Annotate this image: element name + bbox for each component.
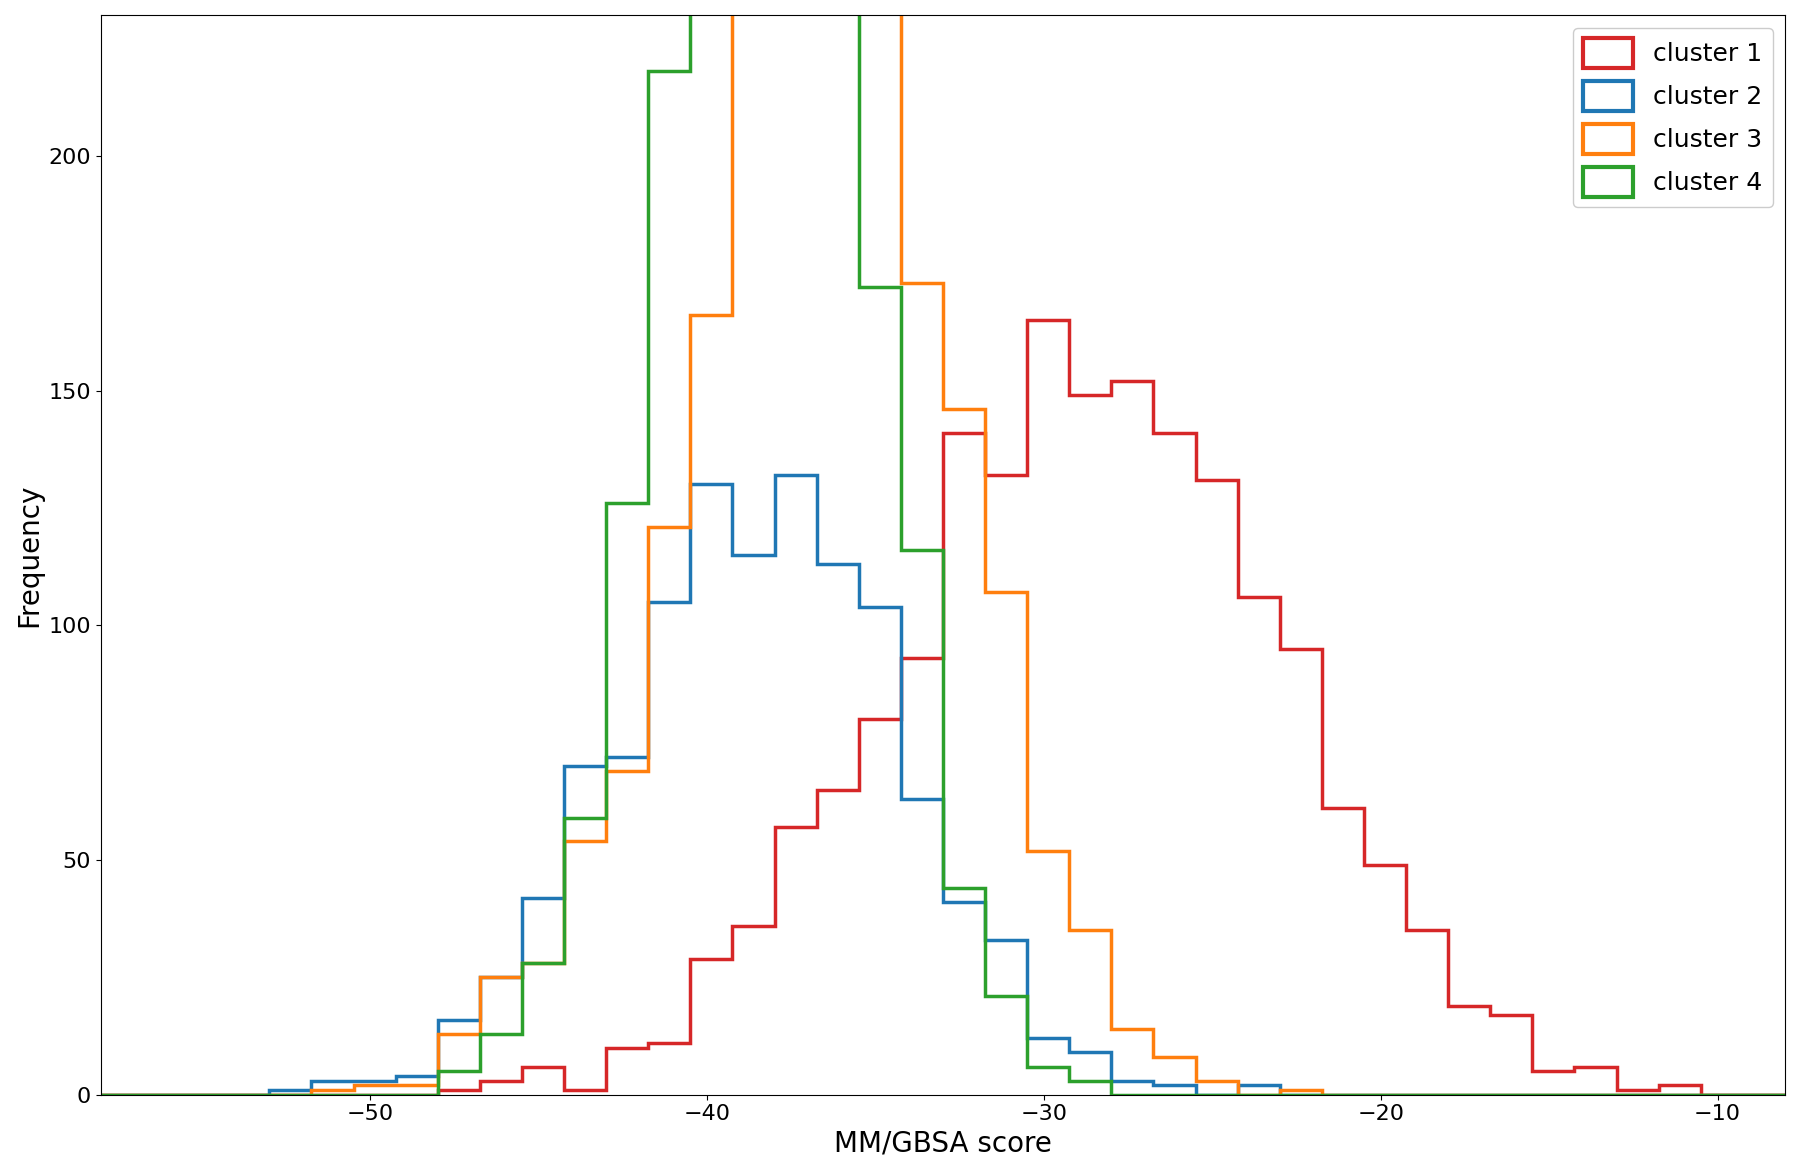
Y-axis label: Frequency: Frequency — [14, 483, 43, 626]
Legend: cluster 1, cluster 2, cluster 3, cluster 4: cluster 1, cluster 2, cluster 3, cluster… — [1573, 27, 1773, 206]
X-axis label: MM/GBSA score: MM/GBSA score — [833, 1130, 1051, 1158]
